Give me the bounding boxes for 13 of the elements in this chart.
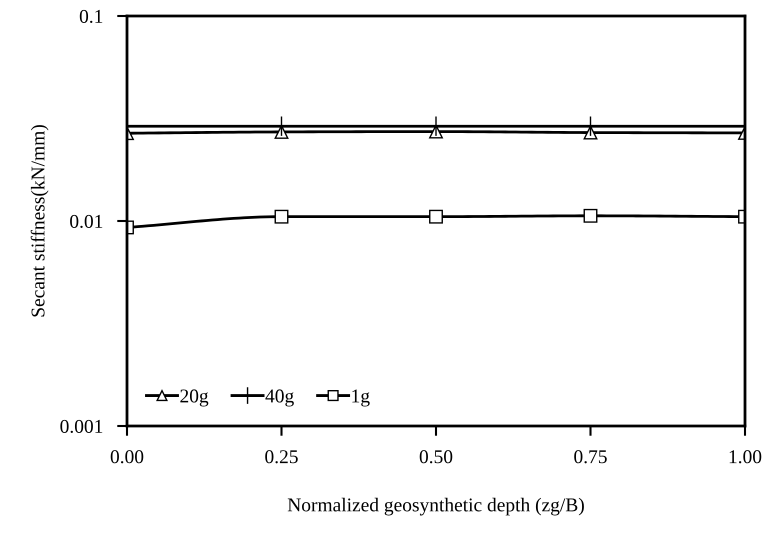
legend-label: 40g: [265, 389, 294, 407]
x-tick-label: 1.00: [730, 450, 762, 464]
y-axis-title: Secant stiffness(kN/mm): [30, 125, 49, 316]
x-tick-label: 0.50: [420, 450, 452, 464]
legend-label: 20g: [180, 389, 208, 407]
x-tick-label: 0.25: [265, 450, 298, 464]
legend-label: 1g: [352, 390, 370, 407]
y-tick-label: 0.1: [80, 10, 102, 24]
x-tick-label: 0.00: [110, 450, 144, 464]
x-tick-label: 0.75: [574, 450, 607, 464]
x-axis-title: Normalized geosynthetic depth (zg/B): [288, 498, 584, 516]
y-tick-label: 0.001: [60, 420, 102, 434]
y-tick-label: 0.01: [70, 214, 102, 228]
